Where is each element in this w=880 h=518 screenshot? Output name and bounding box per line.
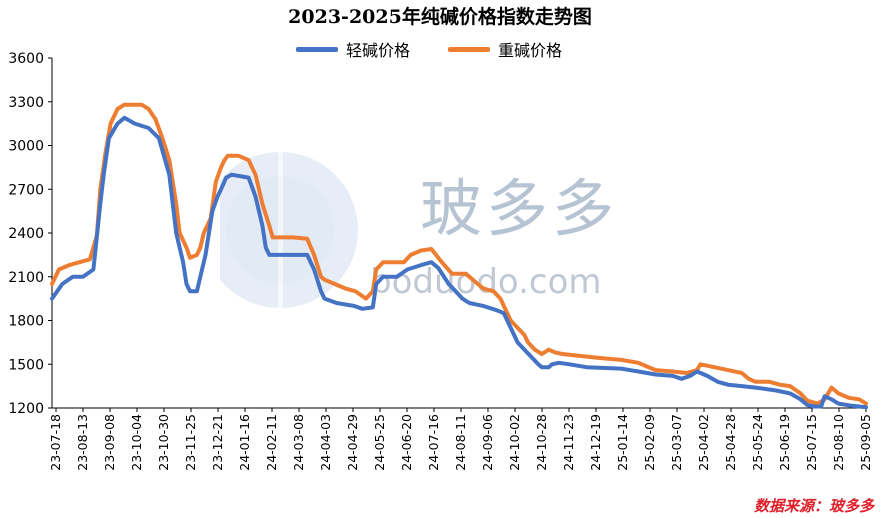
x-tick-label: 25-08-10	[831, 414, 846, 471]
legend-label-light: 轻碱价格	[346, 41, 411, 60]
x-tick-label: 24-07-16	[426, 414, 441, 471]
x-tick-label: 23-09-08	[102, 414, 117, 471]
y-axis: 1200 1500 1800 2100 2400 2700 3000 3300 3600	[8, 51, 53, 417]
chart-title: 2023-2025年纯碱价格指数走势图	[288, 6, 592, 28]
y-tick-label: 2100	[8, 270, 44, 286]
x-tick-label: 24-02-11	[264, 414, 279, 471]
x-tick-label: 23-10-30	[156, 414, 171, 471]
x-tick-label: 23-07-18	[48, 414, 63, 471]
x-tick-label: 25-04-28	[723, 414, 738, 471]
x-tick-label: 24-03-08	[291, 414, 306, 471]
x-tick-label: 23-10-04	[129, 414, 144, 471]
x-tick-label: 25-06-19	[777, 414, 792, 471]
y-tick-label: 1800	[8, 314, 44, 330]
x-tick-label: 25-02-09	[642, 414, 657, 471]
x-tick-label: 24-06-20	[399, 414, 414, 471]
series-line-dense-soda	[50, 102, 868, 406]
x-tick-label: 24-11-23	[561, 414, 576, 471]
x-tick-label: 24-10-02	[507, 414, 522, 471]
source-note: 数据来源：玻多多	[753, 497, 874, 515]
y-tick-label: 3000	[8, 139, 44, 155]
x-tick-label: 24-10-28	[534, 414, 549, 471]
legend-label-dense: 重碱价格	[498, 41, 563, 60]
legend-item-dense: 重碱价格	[448, 37, 562, 61]
x-tick-label: 25-07-15	[804, 414, 819, 471]
x-tick-label: 24-08-11	[453, 414, 468, 471]
x-tick-label: 23-12-21	[210, 414, 225, 471]
x-tick-label: 24-05-25	[372, 414, 387, 471]
x-tick-label: 24-01-16	[237, 414, 252, 471]
legend-swatch-dense	[448, 46, 491, 52]
x-tick-label: 24-09-06	[480, 414, 495, 471]
series-line-light-soda	[50, 115, 868, 410]
legend-item-light: 轻碱价格	[296, 37, 410, 61]
x-tick-label: 25-05-24	[750, 414, 765, 471]
y-tick-label: 2400	[8, 226, 44, 242]
legend-swatch-light	[296, 46, 338, 52]
series-layer	[50, 102, 868, 410]
x-tick-label: 24-04-03	[318, 414, 333, 471]
legend: 轻碱价格 重碱价格	[296, 38, 600, 60]
y-tick-label: 1500	[8, 357, 44, 373]
y-tick-label: 3300	[8, 95, 44, 111]
x-tick-label: 24-04-29	[345, 414, 360, 471]
x-axis: 23-07-18 23-08-13 23-09-08 23-10-04 23-10-30…	[48, 407, 873, 471]
x-tick-label: 23-11-25	[183, 414, 198, 471]
x-tick-label: 25-03-07	[669, 414, 684, 471]
x-tick-label: 24-12-19	[588, 414, 603, 471]
y-tick-label: 2700	[8, 182, 44, 198]
x-tick-label: 23-08-13	[75, 414, 90, 471]
y-tick-label: 3600	[8, 51, 44, 67]
y-tick-label: 1200	[8, 401, 44, 417]
x-tick-label: 25-09-05	[858, 414, 873, 471]
x-tick-label: 25-01-14	[615, 414, 630, 471]
x-tick-label: 25-04-02	[696, 414, 711, 471]
